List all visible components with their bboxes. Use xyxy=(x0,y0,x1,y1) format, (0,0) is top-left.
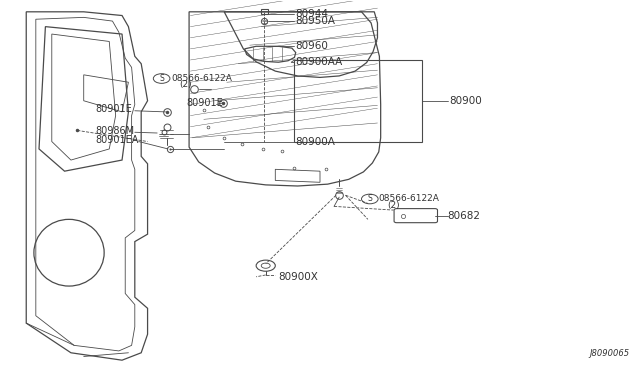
Text: 80901E: 80901E xyxy=(95,104,132,114)
Text: 80900X: 80900X xyxy=(278,272,318,282)
Text: 08566-6122A: 08566-6122A xyxy=(172,74,232,83)
Text: (2): (2) xyxy=(387,201,399,210)
Text: J8090065: J8090065 xyxy=(589,349,630,358)
Bar xyxy=(261,9,268,14)
Text: 80900A: 80900A xyxy=(296,137,335,147)
Text: S: S xyxy=(367,195,372,203)
Text: (2): (2) xyxy=(179,80,192,89)
Text: 80901EA: 80901EA xyxy=(95,135,139,145)
Text: 80901E: 80901E xyxy=(186,98,223,108)
Text: 80960: 80960 xyxy=(296,41,328,51)
Text: 80986M: 80986M xyxy=(95,126,134,136)
Text: S: S xyxy=(159,74,164,83)
Text: 08566-6122A: 08566-6122A xyxy=(379,195,440,203)
Text: 80900: 80900 xyxy=(449,96,482,106)
Text: 80950A: 80950A xyxy=(296,16,336,26)
Text: 80682: 80682 xyxy=(448,211,481,221)
Text: 80944: 80944 xyxy=(296,9,329,19)
Text: 80900AA: 80900AA xyxy=(296,57,343,67)
Bar xyxy=(294,60,422,141)
